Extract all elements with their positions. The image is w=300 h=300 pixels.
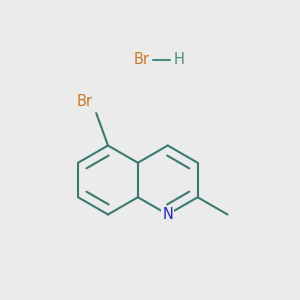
Text: Br: Br: [134, 52, 150, 68]
Text: H: H: [173, 52, 184, 68]
Text: N: N: [162, 207, 173, 222]
Text: Br: Br: [76, 94, 93, 110]
